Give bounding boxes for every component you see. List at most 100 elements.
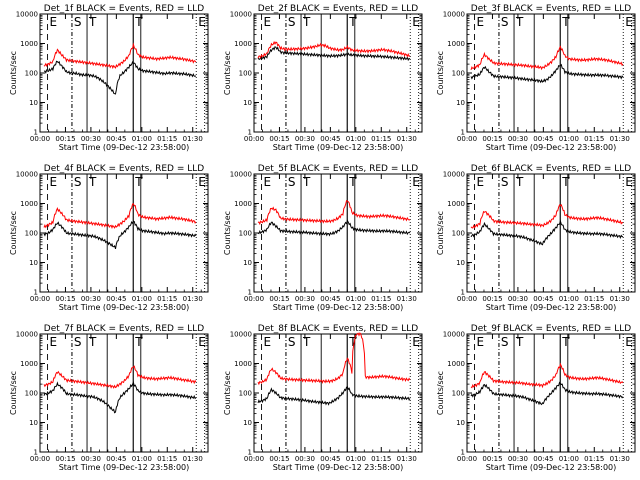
x-tick-label: 00:45	[320, 135, 340, 143]
event-marker-label: T	[88, 335, 97, 349]
chart-panel-6: Det_6f BLACK = Events, RED = LLD 1 10 100 10…	[436, 164, 636, 312]
y-tick-label: 1	[34, 289, 38, 297]
x-tick-label: 01:00	[559, 455, 579, 463]
event-marker-label: E	[264, 15, 272, 29]
event-marker-label: S	[74, 15, 82, 29]
event-marker-label: E	[50, 15, 58, 29]
x-tick-label: 01:00	[346, 455, 366, 463]
x-tick-label: 00:45	[320, 295, 340, 303]
x-tick-label: 01:15	[371, 135, 391, 143]
series-line-lld	[257, 40, 411, 59]
plot-frame	[466, 13, 636, 133]
y-tick-label: 100	[452, 230, 465, 238]
series-line-lld	[470, 203, 624, 229]
chart-panel-3: Det_3f BLACK = Events, RED = LLD 1 10 100 10…	[436, 4, 636, 152]
series-line-events	[43, 381, 197, 414]
x-tick-label: 00:45	[106, 135, 126, 143]
event-marker-label: S	[288, 335, 296, 349]
x-tick-label: 01:15	[371, 455, 391, 463]
x-tick-label: 00:30	[508, 295, 528, 303]
series-line-lld	[470, 362, 624, 389]
y-tick-label: 10	[243, 419, 252, 427]
event-marker-label: T	[302, 15, 311, 29]
event-marker-label: T	[302, 335, 311, 349]
y-tick-label: 10000	[16, 171, 38, 179]
y-tick-label: 10	[243, 99, 252, 107]
event-marker-label: T	[88, 175, 97, 189]
y-tick-label: 1	[248, 449, 252, 457]
event-marker-label: S	[74, 335, 82, 349]
x-tick-label: 00:00	[457, 295, 477, 303]
x-tick-label: 01:00	[346, 135, 366, 143]
event-marker-label: E	[625, 335, 633, 349]
x-axis-label: Start Time (09-Dec-12 23:58:00)	[486, 303, 617, 312]
event-marker-label: S	[74, 175, 82, 189]
y-tick-label: 1	[248, 129, 252, 137]
y-tick-label: 10	[243, 259, 252, 267]
x-tick-label: 01:30	[397, 135, 417, 143]
series-line-events	[257, 46, 411, 62]
y-axis-label: Counts/sec	[223, 211, 232, 255]
x-tick-label: 01:15	[157, 455, 177, 463]
x-tick-label: 00:15	[482, 455, 502, 463]
y-axis-label: Counts/sec	[436, 51, 445, 95]
y-axis-label: Counts/sec	[9, 211, 18, 255]
chart-panel-2: Det_2f BLACK = Events, RED = LLD 1 10 100 10…	[223, 4, 423, 152]
x-tick-label: 00:15	[269, 135, 289, 143]
x-axis-label: Start Time (09-Dec-12 23:58:00)	[486, 143, 617, 152]
event-marker-label: S	[501, 15, 509, 29]
panel-title: Det_6f BLACK = Events, RED = LLD	[471, 164, 631, 174]
x-tick-label: 00:30	[295, 295, 315, 303]
y-axis-label: Counts/sec	[223, 51, 232, 95]
chart-panel-5: Det_5f BLACK = Events, RED = LLD 1 10 100 10…	[223, 164, 423, 312]
x-tick-label: 00:30	[295, 135, 315, 143]
x-tick-label: 00:30	[81, 135, 101, 143]
x-tick-label: 00:15	[55, 135, 75, 143]
y-tick-label: 10000	[16, 11, 38, 19]
x-tick-label: 00:30	[508, 135, 528, 143]
x-tick-label: 01:15	[371, 295, 391, 303]
y-tick-label: 1000	[20, 360, 38, 368]
event-marker-label: E	[477, 175, 485, 189]
event-marker-label: T	[302, 175, 311, 189]
y-tick-label: 10000	[16, 331, 38, 339]
y-tick-label: 100	[452, 70, 465, 78]
plot-frame	[253, 173, 423, 293]
x-axis-label: Start Time (09-Dec-12 23:58:00)	[59, 463, 190, 472]
chart-panel-7: Det_7f BLACK = Events, RED = LLD 1 10 100 10…	[9, 324, 209, 472]
event-marker-label: T	[134, 175, 143, 189]
x-axis-label: Start Time (09-Dec-12 23:58:00)	[59, 143, 190, 152]
event-marker-label: E	[412, 335, 420, 349]
y-tick-label: 10000	[443, 331, 465, 339]
panel-title: Det_9f BLACK = Events, RED = LLD	[471, 324, 631, 334]
series-line-events	[470, 63, 624, 84]
series-line-events	[470, 219, 624, 246]
series-line-lld	[43, 365, 197, 389]
chart-panel-8: Det_8f BLACK = Events, RED = LLD 1 10 100 10…	[223, 324, 423, 472]
event-marker-label: T	[515, 335, 524, 349]
x-tick-label: 00:00	[30, 135, 50, 143]
event-marker-label: E	[50, 335, 58, 349]
x-tick-label: 01:30	[183, 135, 203, 143]
y-tick-label: 100	[25, 70, 38, 78]
y-tick-label: 1000	[447, 40, 465, 48]
chart-panel-9: Det_9f BLACK = Events, RED = LLD 1 10 100 10…	[436, 324, 636, 472]
panel-title: Det_7f BLACK = Events, RED = LLD	[44, 324, 204, 334]
y-tick-label: 1000	[234, 200, 252, 208]
panel-title: Det_1f BLACK = Events, RED = LLD	[44, 4, 204, 14]
event-marker-label: E	[198, 15, 206, 29]
event-marker-label: E	[264, 175, 272, 189]
x-tick-label: 01:30	[183, 295, 203, 303]
x-tick-label: 01:15	[584, 455, 604, 463]
y-tick-label: 10000	[230, 171, 252, 179]
series-line-lld	[257, 199, 411, 226]
x-tick-label: 00:30	[295, 455, 315, 463]
x-tick-label: 01:00	[346, 295, 366, 303]
x-tick-label: 00:00	[244, 295, 264, 303]
y-tick-label: 10	[456, 259, 465, 267]
y-tick-label: 1	[34, 449, 38, 457]
x-tick-label: 01:30	[397, 455, 417, 463]
x-tick-label: 01:15	[157, 295, 177, 303]
panel-title: Det_5f BLACK = Events, RED = LLD	[258, 164, 418, 174]
